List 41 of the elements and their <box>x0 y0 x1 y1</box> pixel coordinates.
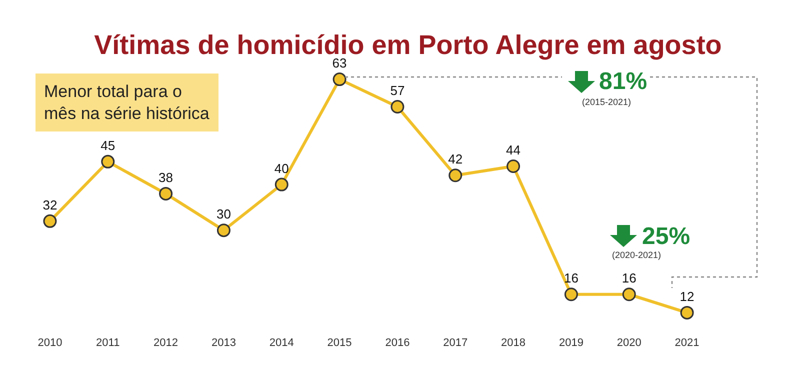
data-label: 38 <box>158 170 174 185</box>
data-label: 30 <box>216 206 231 222</box>
point <box>332 72 346 86</box>
data-label: 42 <box>448 152 463 167</box>
x-tick-label: 2019 <box>558 337 584 349</box>
point <box>274 178 288 192</box>
point <box>390 100 404 114</box>
x-tick-label: 2016 <box>385 337 410 349</box>
x-tick-label: 2010 <box>38 337 62 349</box>
data-label: 16 <box>564 270 578 286</box>
x-tick-label: 2017 <box>443 337 468 349</box>
point <box>622 288 636 302</box>
point <box>216 224 230 238</box>
data-label: 45 <box>100 138 116 153</box>
data-label: 44 <box>506 142 521 158</box>
data-label: 57 <box>390 83 405 98</box>
x-tick-label: 2011 <box>96 337 120 349</box>
data-label: 32 <box>42 197 58 212</box>
data-label: 63 <box>332 56 347 71</box>
point <box>564 288 578 302</box>
annotation: (2020-2021) <box>612 250 662 260</box>
x-tick-label: 2012 <box>154 337 178 349</box>
x-tick-label: 2015 <box>327 337 352 349</box>
x-tick-label: 2013 <box>211 337 236 349</box>
annotation: 25% <box>642 223 690 250</box>
data-label: 12 <box>680 288 694 304</box>
data-label: 16 <box>622 270 636 286</box>
point <box>680 306 694 320</box>
x-tick-label: 2018 <box>501 337 526 349</box>
point <box>101 154 115 168</box>
point <box>159 186 173 200</box>
data-label: 40 <box>274 160 289 176</box>
x-tick-label: 2014 <box>269 337 294 349</box>
x-tick-label: 2020 <box>616 337 642 349</box>
x-tick-label: 2021 <box>674 337 700 349</box>
point <box>448 168 462 182</box>
annotation: Menor total para o mês na série histórica <box>44 82 210 124</box>
annotation: 81% <box>599 68 648 95</box>
point <box>506 160 520 173</box>
point <box>43 214 57 228</box>
annotation: (2015-2021) <box>582 97 632 107</box>
